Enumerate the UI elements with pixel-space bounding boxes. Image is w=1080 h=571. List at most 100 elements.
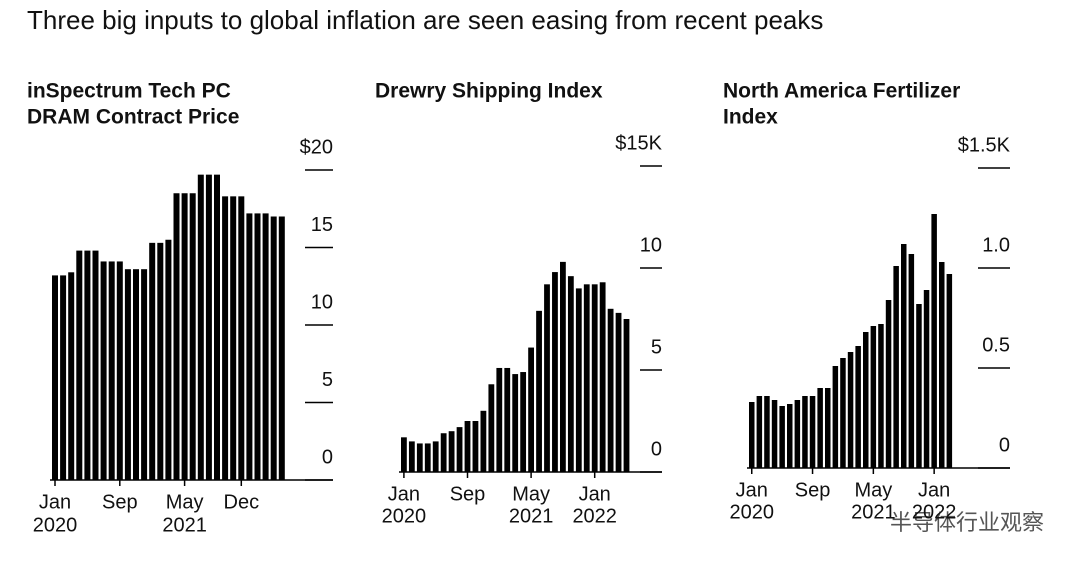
bar (116, 261, 123, 480)
x-tick-label: May (512, 483, 550, 505)
y-tick-label: 1.0 (982, 234, 1010, 256)
x-tick-label: Jan (388, 483, 420, 505)
bar (893, 266, 899, 468)
bar (480, 410, 487, 472)
bar (623, 319, 630, 472)
bar (583, 284, 590, 472)
x-year-label: 2020 (382, 505, 427, 527)
bar (528, 347, 534, 472)
bar (840, 358, 846, 468)
bar (52, 275, 58, 480)
bar (472, 421, 479, 472)
bar (599, 282, 606, 472)
bar (825, 388, 831, 468)
y-tick-label: 10 (311, 291, 333, 313)
bar (181, 193, 188, 480)
x-tick-label: Jan (736, 479, 768, 501)
x-tick-label: Sep (450, 483, 486, 505)
bar (254, 213, 261, 480)
x-year-label: 2021 (509, 505, 554, 527)
bar (488, 384, 495, 472)
panel-title: Drewry Shipping Index (375, 80, 603, 103)
bar (560, 261, 566, 472)
bar (802, 396, 808, 468)
panel-title: Index (723, 106, 778, 129)
x-year-label: 2022 (572, 505, 617, 527)
bar (771, 400, 778, 468)
bar (416, 443, 423, 472)
bar (124, 269, 131, 480)
bar (157, 242, 164, 480)
bar (133, 269, 139, 480)
bar (908, 254, 915, 468)
bar (60, 275, 67, 480)
y-tick-label: 10 (640, 234, 662, 256)
panel-title: DRAM Contract Price (27, 106, 239, 129)
bar (173, 193, 180, 480)
bar (878, 324, 884, 468)
bar (141, 269, 148, 480)
bar (456, 427, 463, 472)
bar (76, 250, 83, 480)
x-year-label: 2020 (33, 514, 78, 536)
panel-title: inSpectrum Tech PC (27, 80, 231, 103)
x-year-label: 2021 (162, 514, 207, 536)
page-title: Three big inputs to global inflation are… (27, 5, 823, 35)
bar (817, 388, 823, 468)
bar (197, 174, 204, 480)
bar (205, 174, 212, 480)
bar (832, 366, 839, 468)
x-year-label: 2021 (851, 501, 896, 523)
x-tick-label: Sep (795, 479, 831, 501)
bar (246, 213, 253, 480)
bar (68, 272, 75, 480)
bar (794, 400, 801, 468)
bar (100, 261, 107, 480)
x-tick-label: Sep (102, 491, 138, 513)
bar (591, 284, 598, 472)
bar (504, 367, 511, 472)
bar (916, 304, 922, 468)
bar (946, 274, 953, 468)
bar (189, 193, 196, 480)
bar (870, 326, 877, 468)
y-tick-label: 0 (322, 446, 333, 468)
bar (520, 372, 527, 472)
bar (567, 276, 574, 472)
bar (939, 262, 945, 468)
bar (863, 332, 869, 468)
x-tick-label: Jan (39, 491, 71, 513)
watermark: 半导体行业观察 (890, 510, 1044, 535)
bar (222, 196, 229, 480)
bar (424, 443, 431, 472)
bar (552, 272, 558, 472)
bar (615, 312, 622, 472)
bar (575, 288, 582, 472)
bar (464, 421, 471, 472)
bar (408, 441, 415, 472)
y-tick-label: 0 (999, 434, 1010, 456)
bar (764, 396, 770, 468)
bar (496, 367, 503, 472)
bar (607, 308, 614, 472)
bar (749, 402, 755, 468)
x-year-label: 2022 (912, 501, 957, 523)
x-tick-label: May (854, 479, 892, 501)
bar (440, 433, 447, 472)
bar (544, 284, 550, 472)
y-tick-label: 15 (311, 214, 333, 236)
bar (149, 242, 156, 480)
bar (165, 239, 172, 480)
bar (238, 196, 245, 480)
bar (262, 213, 269, 480)
bar (278, 216, 285, 480)
bar (901, 244, 907, 468)
x-tick-label: Jan (918, 479, 950, 501)
panel-title: North America Fertilizer (723, 80, 960, 103)
bar (847, 352, 854, 468)
bar (931, 214, 937, 468)
bar (512, 374, 519, 472)
bar (885, 300, 892, 468)
y-tick-label: $20 (300, 136, 333, 158)
